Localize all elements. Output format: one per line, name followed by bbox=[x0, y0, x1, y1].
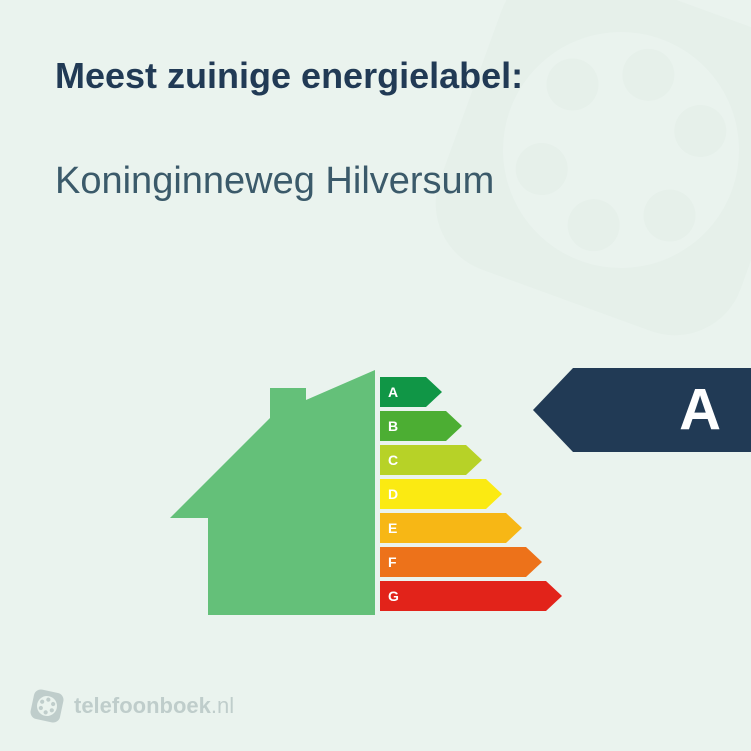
footer-brand-name: telefoonboek bbox=[74, 693, 211, 718]
footer-logo: telefoonboek.nl bbox=[30, 689, 234, 723]
energy-bar-label: E bbox=[388, 520, 397, 536]
energy-card: Meest zuinige energielabel: Koninginnewe… bbox=[0, 0, 751, 751]
energy-bar-label: C bbox=[388, 452, 398, 468]
energy-bar-g: G bbox=[380, 581, 562, 611]
rating-letter: A bbox=[679, 377, 721, 444]
footer-brand-tld: .nl bbox=[211, 693, 234, 718]
phonebook-icon bbox=[30, 689, 64, 723]
energy-bar-label: B bbox=[388, 418, 398, 434]
energy-bar-d: D bbox=[380, 479, 562, 509]
address-line: Koninginneweg Hilversum bbox=[55, 160, 494, 203]
energy-bar-label: D bbox=[388, 486, 398, 502]
page-title: Meest zuinige energielabel: bbox=[55, 55, 523, 97]
energy-bar-e: E bbox=[380, 513, 562, 543]
footer-brand: telefoonboek.nl bbox=[74, 693, 234, 719]
house-icon bbox=[170, 370, 380, 615]
energy-bar-f: F bbox=[380, 547, 562, 577]
energy-bar-label: A bbox=[388, 384, 398, 400]
energy-bar-label: F bbox=[388, 554, 397, 570]
energy-bar-label: G bbox=[388, 588, 399, 604]
rating-arrow: A bbox=[533, 368, 751, 452]
